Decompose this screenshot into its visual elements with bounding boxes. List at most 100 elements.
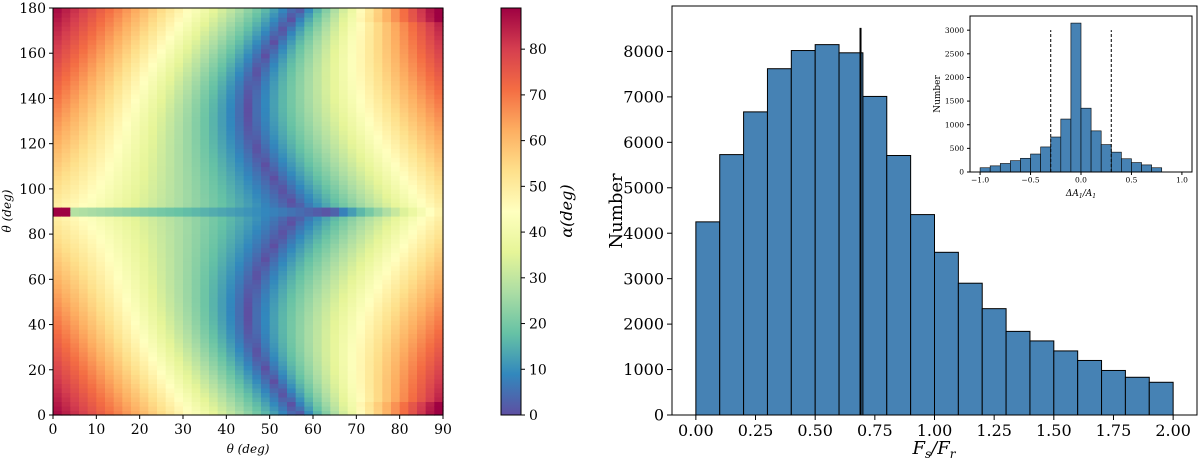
heatmap-cell bbox=[53, 297, 63, 303]
heatmap-cell bbox=[408, 279, 418, 285]
heatmap-cell bbox=[339, 35, 349, 41]
heatmap-cell bbox=[217, 53, 227, 59]
heatmap-cell bbox=[399, 179, 409, 185]
heatmap-cell bbox=[200, 220, 210, 226]
heatmap-cell bbox=[209, 21, 219, 27]
heatmap-cell bbox=[434, 12, 444, 18]
heatmap-cell bbox=[174, 234, 184, 240]
heatmap-cell bbox=[235, 392, 245, 398]
heatmap-cell bbox=[408, 265, 418, 271]
heatmap-cell bbox=[105, 30, 115, 36]
heatmap-cell bbox=[157, 184, 167, 190]
heatmap-cell bbox=[131, 175, 141, 181]
heatmap-cell bbox=[434, 26, 444, 32]
heatmap-cell bbox=[79, 265, 89, 271]
heatmap-cell bbox=[382, 306, 392, 312]
heatmap-cell bbox=[53, 21, 63, 27]
heatmap-cell bbox=[425, 220, 435, 226]
heatmap-cell bbox=[408, 297, 418, 303]
heatmap-cell bbox=[79, 143, 89, 149]
heatmap-cell bbox=[243, 211, 253, 217]
heatmap-y-label: θ (deg) bbox=[0, 189, 14, 232]
heatmap-cell bbox=[209, 184, 219, 190]
heatmap-cell bbox=[261, 107, 271, 113]
heatmap-cell bbox=[391, 48, 401, 54]
heatmap-cell bbox=[53, 234, 63, 240]
heatmap-cell bbox=[330, 252, 340, 258]
heatmap-cell bbox=[79, 360, 89, 366]
heatmap-cell bbox=[165, 112, 175, 118]
heatmap-cell bbox=[304, 116, 314, 122]
heatmap-cell bbox=[61, 184, 71, 190]
heatmap-cell bbox=[269, 206, 279, 213]
heatmap-cell bbox=[53, 170, 63, 176]
heatmap-cell bbox=[87, 347, 97, 353]
heatmap-cell bbox=[165, 405, 175, 412]
heatmap-cell bbox=[139, 396, 149, 403]
heatmap-cell bbox=[174, 356, 184, 362]
heatmap-cell bbox=[165, 378, 175, 384]
inset-x-tick-label: 1.0 bbox=[1176, 176, 1188, 185]
heatmap-cell bbox=[287, 220, 297, 226]
heatmap-cell bbox=[391, 333, 401, 339]
heatmap-cell bbox=[183, 365, 193, 371]
heatmap-cell bbox=[131, 39, 141, 45]
heatmap-cell bbox=[87, 356, 97, 362]
heatmap-cell bbox=[53, 243, 63, 249]
heatmap-cell bbox=[87, 270, 97, 276]
heatmap-cell bbox=[417, 252, 427, 258]
heatmap-cell bbox=[174, 112, 184, 118]
heatmap-cell bbox=[339, 121, 349, 127]
heatmap-cell bbox=[243, 98, 253, 104]
heatmap-cell bbox=[243, 234, 253, 240]
heatmap-cell bbox=[53, 184, 63, 190]
heatmap-y-tick-label: 60 bbox=[28, 272, 46, 288]
heatmap-cell bbox=[148, 80, 158, 86]
heatmap-cell bbox=[53, 383, 63, 389]
heatmap-cell bbox=[330, 175, 340, 181]
heatmap-cell bbox=[105, 84, 115, 90]
heatmap-cell bbox=[295, 134, 305, 140]
heatmap-cell bbox=[287, 202, 297, 208]
heatmap-cell bbox=[261, 301, 271, 308]
heatmap-cell bbox=[243, 112, 253, 118]
heatmap-cell bbox=[425, 405, 435, 412]
heatmap-cell bbox=[131, 62, 141, 68]
heatmap-cell bbox=[113, 225, 123, 231]
heatmap-cell bbox=[356, 265, 366, 271]
heatmap-cell bbox=[373, 211, 383, 217]
heatmap-cell bbox=[87, 17, 97, 23]
heatmap-cell bbox=[191, 225, 201, 231]
heatmap-cell bbox=[174, 306, 184, 312]
heatmap-cell bbox=[252, 229, 262, 235]
heatmap-cell bbox=[278, 378, 288, 384]
heatmap-cell bbox=[365, 329, 375, 335]
heatmap-cell bbox=[278, 161, 288, 167]
histogram-y-label: Number bbox=[606, 173, 627, 249]
heatmap-cell bbox=[61, 297, 71, 303]
heatmap-cell bbox=[269, 139, 279, 145]
heatmap-cell bbox=[330, 184, 340, 190]
heatmap-cell bbox=[209, 220, 219, 226]
heatmap-cell bbox=[61, 274, 71, 280]
heatmap-cell bbox=[373, 35, 383, 41]
heatmap-cell bbox=[347, 274, 357, 280]
heatmap-cell bbox=[87, 306, 97, 312]
heatmap-cell bbox=[226, 107, 236, 113]
heatmap-cell bbox=[321, 166, 331, 172]
heatmap-cell bbox=[287, 270, 297, 276]
heatmap-cell bbox=[339, 256, 349, 262]
heatmap-cell bbox=[339, 48, 349, 54]
heatmap-cell bbox=[339, 252, 349, 258]
heatmap-cell bbox=[226, 405, 236, 412]
heatmap-cell bbox=[321, 44, 331, 50]
heatmap-cell bbox=[226, 329, 236, 335]
heatmap-cell bbox=[304, 66, 314, 72]
heatmap-cell bbox=[399, 44, 409, 50]
heatmap-cell bbox=[70, 102, 80, 109]
heatmap-cell bbox=[252, 193, 262, 199]
heatmap-cell bbox=[373, 48, 383, 54]
heatmap-cell bbox=[113, 202, 123, 208]
heatmap-cell bbox=[61, 265, 71, 271]
heatmap-cell bbox=[434, 184, 444, 190]
